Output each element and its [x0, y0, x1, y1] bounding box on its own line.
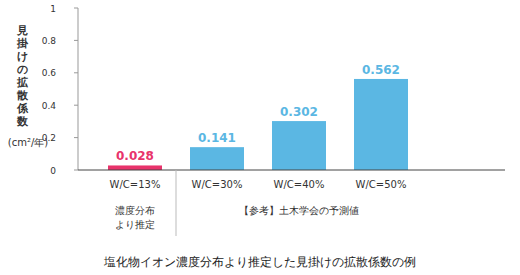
- title: 塩化物イオン濃度分布より推定した見掛けの拡散係数の例: [103, 255, 416, 269]
- bar: [354, 79, 408, 170]
- chart: 00.20.40.60.81見掛けの拡散係数(cm²/年)0.0280.1410…: [0, 0, 520, 275]
- x-tick-label: W/C=40%: [274, 179, 325, 190]
- x-tick-label: W/C=13%: [110, 179, 161, 190]
- group-label: 【参考】土木学会の予測値: [239, 205, 359, 216]
- data-label: 0.028: [116, 149, 154, 163]
- y-tick-label: 0.4: [42, 101, 57, 111]
- y-tick: [74, 8, 78, 9]
- group-label: 濃度分布: [115, 205, 155, 216]
- y-axis: [78, 8, 79, 170]
- x-tick-label: W/C=50%: [356, 179, 407, 190]
- y-tick: [74, 170, 78, 171]
- bar: [190, 147, 244, 170]
- y-tick: [74, 105, 78, 106]
- y-tick: [74, 40, 78, 41]
- data-label: 0.562: [362, 63, 400, 77]
- data-label: 0.302: [280, 105, 318, 119]
- y-axis-label: 見掛けの拡散係数: [16, 24, 29, 128]
- bar: [272, 121, 326, 170]
- y-tick: [74, 137, 78, 138]
- x-tick-label: W/C=30%: [192, 179, 243, 190]
- y-tick-label: 0: [50, 166, 56, 176]
- y-tick-label: 1: [50, 4, 56, 14]
- group-separator: [176, 170, 177, 236]
- x-axis: [78, 170, 505, 171]
- y-tick: [74, 72, 78, 73]
- bar: [108, 165, 162, 170]
- group-label: より推定: [115, 219, 155, 230]
- data-label: 0.141: [198, 131, 236, 145]
- y-tick-label: 0.8: [42, 36, 57, 46]
- y-axis-unit: (cm²/年): [8, 137, 49, 148]
- y-tick-label: 0.6: [42, 68, 57, 78]
